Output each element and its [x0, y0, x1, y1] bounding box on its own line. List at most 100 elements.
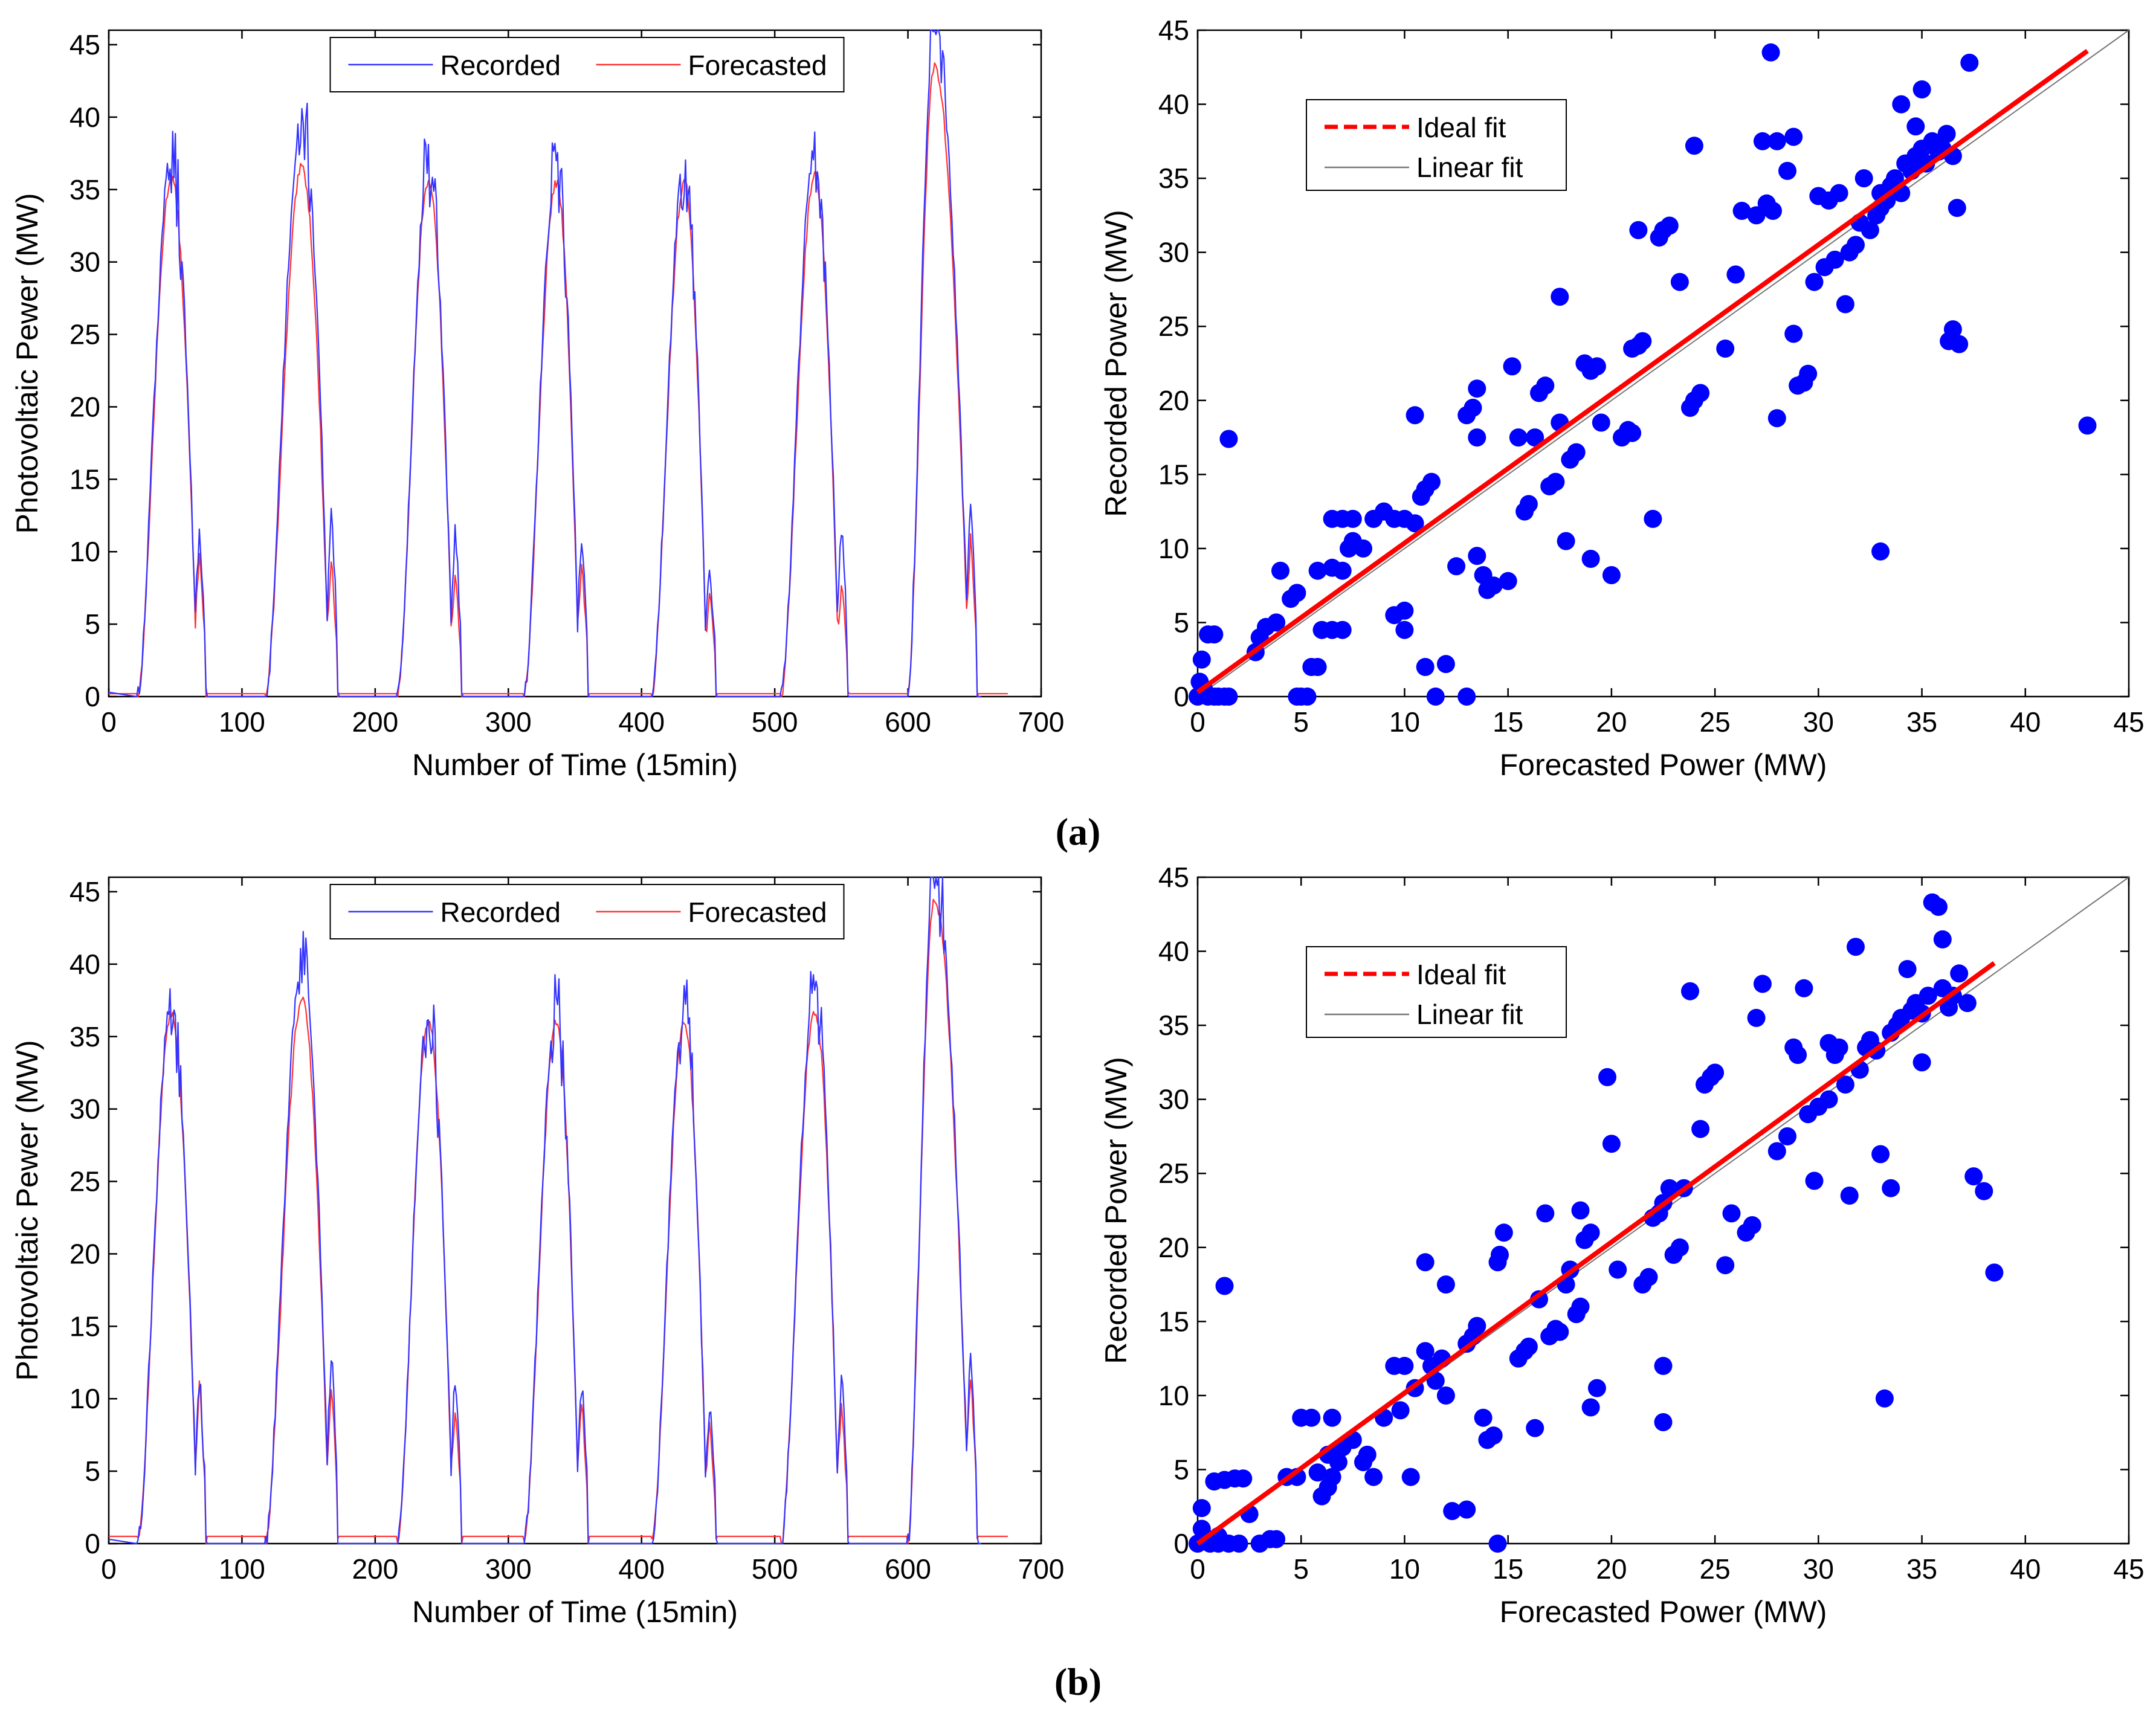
scatter-point [1484, 576, 1503, 595]
panel-a-left-line-chart: 0 100 200 300 400 500 600 700 0 5 10 15 20 25 30 35 40 45… [10, 29, 1064, 782]
scatter-point [1436, 655, 1455, 674]
scatter-point [2078, 416, 2097, 435]
y-tick-label: 0 [85, 1528, 100, 1559]
scatter-point [1795, 979, 1813, 997]
legend-label-ideal-fit: Ideal fit [1416, 959, 1506, 990]
scatter-point [1581, 1398, 1600, 1417]
scatter-point [1536, 1204, 1555, 1223]
y-tick-label: 5 [85, 1455, 100, 1487]
scatter-point [1288, 584, 1306, 602]
y-tick-label: 45 [69, 29, 100, 60]
y-tick-label: 15 [1158, 459, 1189, 490]
plot-area [108, 29, 1042, 698]
scatter-point [1964, 1167, 1983, 1186]
y-tick-label: 20 [1158, 385, 1189, 416]
scatter-point [1784, 324, 1803, 343]
scatter-point [1670, 272, 1689, 291]
series-line-recorded [108, 876, 981, 1545]
y-tick-label: 20 [1158, 1232, 1189, 1263]
scatter-point [1308, 658, 1327, 676]
scatter-point [1799, 364, 1818, 383]
scatter-point [1871, 1145, 1890, 1164]
scatter-point [1192, 1499, 1211, 1518]
scatter-point [1468, 428, 1486, 447]
scatter-point [1526, 428, 1544, 447]
scatter-point [1778, 1127, 1796, 1145]
scatter-point [1747, 206, 1766, 225]
scatter-point [1488, 1535, 1507, 1553]
series-line-recorded [108, 29, 981, 698]
scatter-point [1778, 161, 1796, 180]
scatter-point [1743, 1216, 1761, 1234]
x-tick-label: 40 [2010, 706, 2041, 738]
scatter-point [1854, 169, 1873, 188]
x-tick-label: 20 [1596, 706, 1627, 738]
x-tick-label: 20 [1596, 1553, 1627, 1585]
y-tick-label: 25 [69, 319, 100, 350]
x-tick-label: 0 [101, 706, 117, 738]
legend-box [1306, 99, 1567, 191]
x-tick-label: 45 [2113, 706, 2144, 738]
scatter-point [1234, 1469, 1253, 1488]
scatter-point [1761, 43, 1780, 62]
scatter-point [1898, 960, 1917, 978]
x-tick-label: 35 [1906, 1553, 1937, 1585]
scatter-point [1416, 1342, 1435, 1361]
scatter-point [1526, 1419, 1544, 1437]
x-tick-label: 5 [1293, 1553, 1309, 1585]
scatter-point [1551, 288, 1569, 306]
scatter-point [1457, 1500, 1476, 1519]
scatter-point [1267, 1530, 1286, 1548]
x-tick-label: 700 [1018, 1553, 1065, 1585]
scatter-point [1871, 542, 1890, 561]
scatter-point [1886, 169, 1904, 188]
scatter-point [1847, 938, 1865, 956]
y-tick-label: 45 [69, 876, 100, 907]
y-tick-label: 15 [69, 463, 100, 495]
y-tick-label: 20 [69, 1238, 100, 1269]
scatter-point [1825, 250, 1844, 269]
scatter-point [1219, 688, 1238, 706]
scatter-point [1609, 1260, 1627, 1279]
scatter-point [1598, 1068, 1616, 1086]
x-tick-label: 30 [1803, 1553, 1834, 1585]
scatter-point [1536, 376, 1555, 395]
y-tick-label: 25 [1158, 1158, 1189, 1189]
scatter-point [1670, 1238, 1689, 1257]
scatter-point [1819, 1090, 1838, 1109]
x-axis-label: Number of Time (15min) [412, 748, 738, 782]
scatter-point [1892, 95, 1911, 114]
y-tick-label: 0 [85, 681, 100, 712]
scatter-point [1571, 1297, 1590, 1316]
scatter-point [1468, 1316, 1486, 1335]
y-tick-label: 35 [69, 1021, 100, 1052]
scatter-point [1706, 1063, 1725, 1082]
ideal-fit-line [1196, 49, 2089, 694]
x-tick-label: 45 [2113, 1553, 2144, 1585]
y-tick-label: 10 [1158, 1380, 1189, 1411]
y-tick-label: 20 [69, 391, 100, 422]
scatter-point [1767, 409, 1786, 428]
scatter-point [1333, 620, 1352, 639]
y-tick-label: 15 [69, 1310, 100, 1342]
scatter-point [1830, 1038, 1848, 1057]
legend-label-forecasted: Forecasted [688, 50, 827, 81]
y-tick-label: 10 [1158, 533, 1189, 564]
y-tick-label: 10 [69, 536, 100, 567]
scatter-point [1767, 1142, 1786, 1161]
scatter-point [1685, 137, 1703, 155]
y-tick-label: 40 [69, 101, 100, 133]
y-tick-label: 15 [1158, 1306, 1189, 1337]
scatter-point [1943, 320, 1962, 339]
scatter-point [1546, 472, 1565, 491]
legend-box [1306, 946, 1567, 1038]
x-tick-label: 0 [101, 1553, 117, 1585]
x-tick-label: 5 [1293, 706, 1309, 738]
y-tick-label: 5 [1173, 1454, 1189, 1485]
x-tick-label: 30 [1803, 706, 1834, 738]
scatter-point [1323, 1467, 1341, 1486]
scatter-point [1519, 1338, 1538, 1356]
y-tick-label: 5 [1173, 607, 1189, 638]
scatter-point [1364, 1467, 1383, 1486]
scatter-point [1406, 514, 1424, 533]
